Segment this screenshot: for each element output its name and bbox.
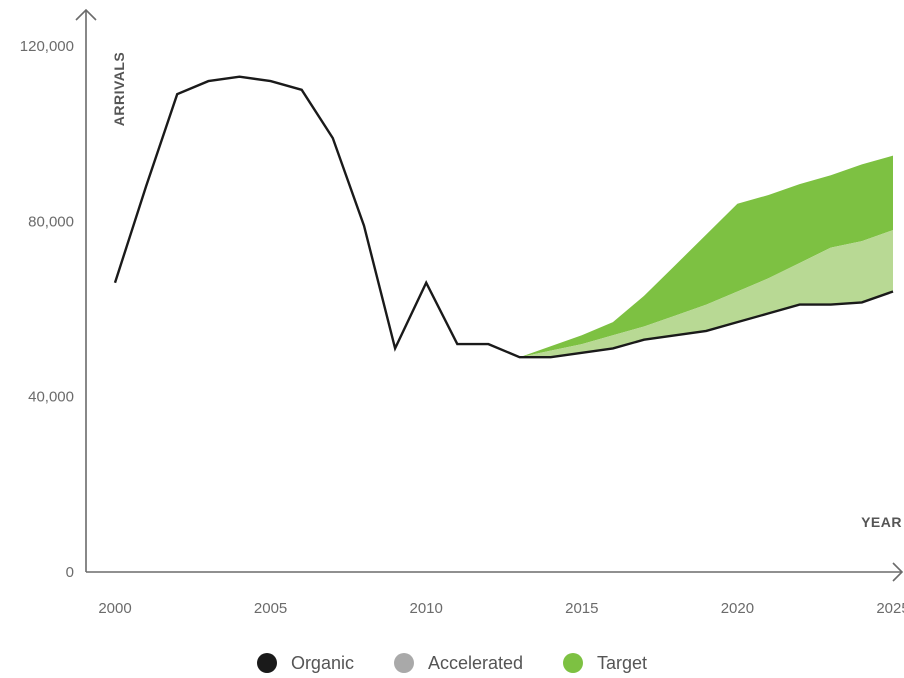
x-axis-arrow-icon — [892, 562, 904, 582]
accelerated-swatch-icon — [393, 653, 414, 673]
forecast-areas — [519, 155, 893, 358]
legend-item-organic: Organic — [256, 652, 354, 674]
x-tick-label: 2025 — [876, 600, 904, 617]
legend-label-accelerated: Accelerated — [427, 652, 524, 673]
x-axis-title: YEAR — [861, 514, 902, 530]
legend-label-target: Target — [597, 652, 648, 673]
y-axis-ticks: 0 40,000 80,000 120,000 — [20, 38, 74, 581]
x-tick-label: 2010 — [410, 600, 443, 617]
x-tick-label: 2005 — [254, 600, 287, 617]
x-tick-label: 2020 — [721, 600, 754, 617]
arrivals-chart: 0 40,000 80,000 120,000 2000 2005 2010 2015 202… — [20, 8, 904, 617]
y-axis-arrow-icon — [75, 8, 97, 21]
legend-item-target: Target — [563, 653, 647, 674]
y-tick-label: 40,000 — [28, 389, 74, 406]
accelerated-area — [519, 230, 893, 358]
legend-item-accelerated: Accelerated — [393, 652, 524, 674]
x-tick-label: 2015 — [565, 600, 598, 617]
series-lines — [113, 75, 894, 359]
legend-label-organic: Organic — [290, 652, 354, 673]
y-tick-label: 120,000 — [20, 38, 74, 55]
axes — [75, 8, 904, 582]
y-axis-title: ARRIVALS — [111, 52, 127, 127]
legend: Organic Accelerated Target — [0, 648, 904, 678]
organic-line — [113, 75, 894, 359]
x-axis-ticks: 2000 2005 2010 2015 2020 2025 — [98, 600, 904, 617]
target-swatch-icon — [563, 653, 584, 673]
target-area — [519, 155, 893, 358]
x-tick-label: 2000 — [98, 600, 131, 617]
y-tick-label: 80,000 — [28, 213, 74, 230]
organic-swatch-icon — [256, 653, 277, 673]
y-tick-label: 0 — [66, 564, 74, 581]
